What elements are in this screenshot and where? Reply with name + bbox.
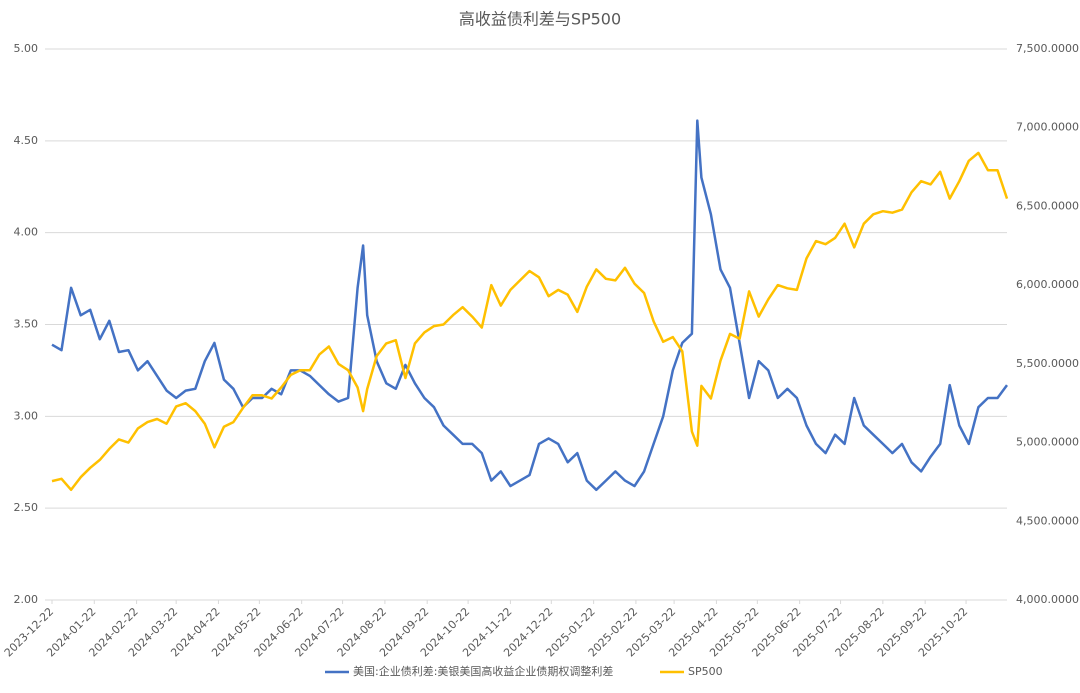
- y2-tick-label: 4,500.0000: [1016, 514, 1079, 527]
- series-line: [51, 151, 1009, 492]
- y-tick-label: 3.00: [14, 409, 39, 422]
- series-line: [51, 119, 1009, 492]
- y2-tick-label: 4,000.0000: [1016, 593, 1079, 606]
- y2-tick-label: 6,000.0000: [1016, 278, 1079, 291]
- chart-title: 高收益债利差与SP500: [459, 10, 621, 29]
- y-tick-label: 2.50: [14, 501, 39, 514]
- y2-tick-label: 7,500.0000: [1016, 42, 1079, 55]
- legend-label: 美国:企业债利差:美银美国高收益企业债期权调整利差: [353, 664, 613, 678]
- y-tick-label: 4.50: [14, 134, 39, 147]
- y-tick-label: 2.00: [14, 593, 39, 606]
- y-tick-label: 4.00: [14, 226, 39, 239]
- y-tick-label: 3.50: [14, 318, 39, 331]
- y2-tick-label: 5,500.0000: [1016, 357, 1079, 370]
- legend-label: SP500: [688, 665, 723, 678]
- y2-tick-label: 6,500.0000: [1016, 199, 1079, 212]
- y2-tick-label: 5,000.0000: [1016, 436, 1079, 449]
- y2-tick-label: 7,000.0000: [1016, 121, 1079, 134]
- y-tick-label: 5.00: [14, 42, 39, 55]
